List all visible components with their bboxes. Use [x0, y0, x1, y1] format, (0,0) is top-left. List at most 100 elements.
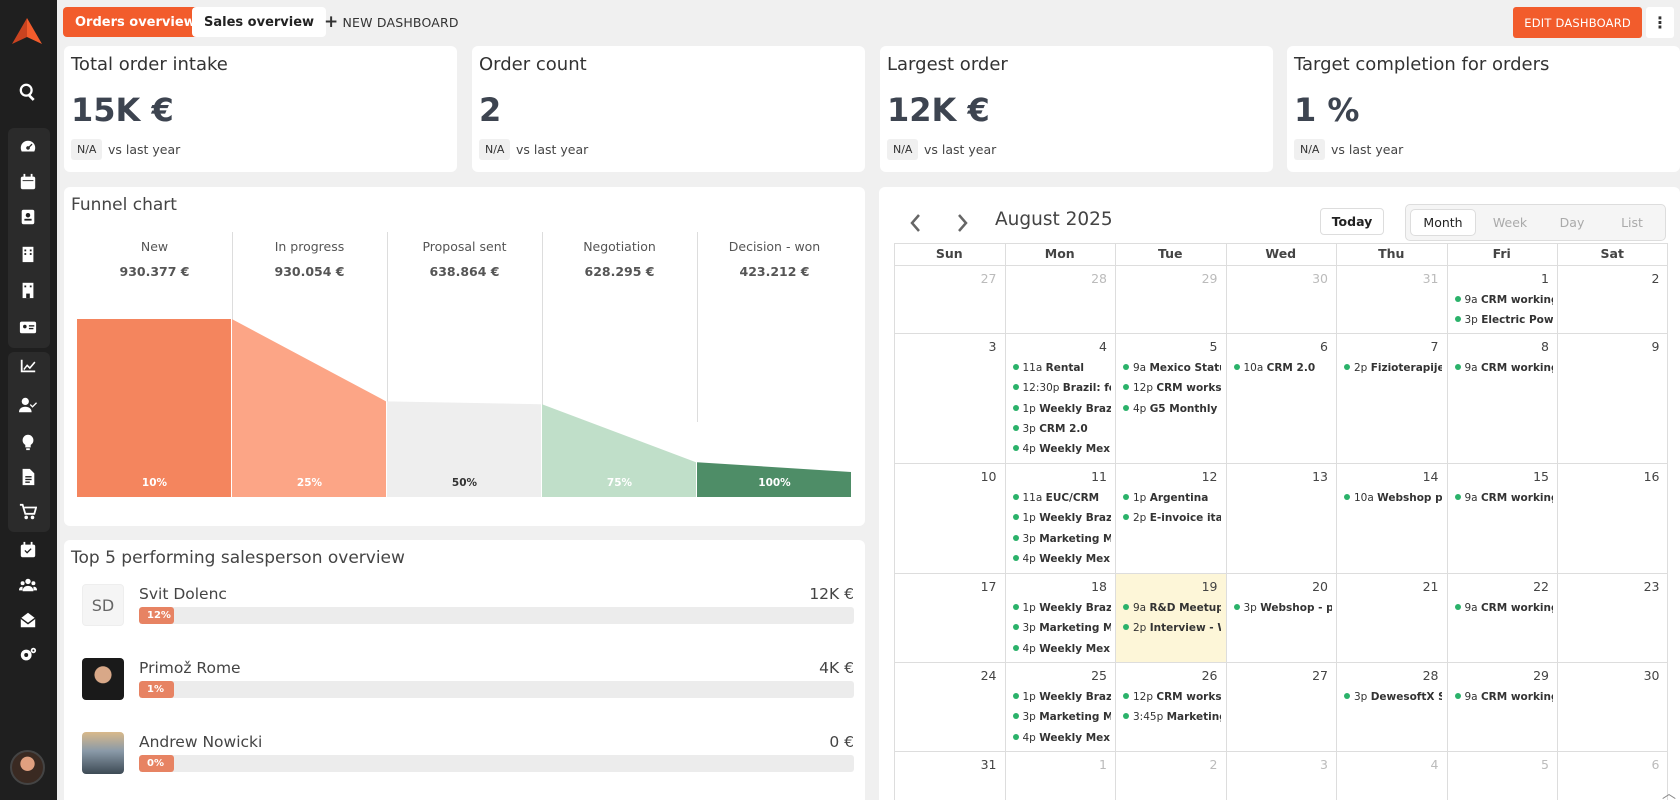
calendar-event[interactable]: 4p Weekly Mexico: [1012, 553, 1111, 565]
calendar-event[interactable]: 9a CRM working f: [1454, 362, 1553, 374]
chart-line-icon[interactable]: [16, 354, 40, 378]
calendar-day-number[interactable]: 8: [1541, 339, 1549, 354]
calendar-day-number[interactable]: 18: [1091, 579, 1107, 594]
calendar-event[interactable]: 12p CRM worksho: [1123, 691, 1221, 703]
user-avatar[interactable]: [10, 750, 45, 785]
calendar-day-number[interactable]: 3: [1320, 757, 1328, 772]
calendar-event[interactable]: 1p Weekly Brazil M: [1012, 512, 1111, 524]
calendar-day-number[interactable]: 15: [1533, 469, 1549, 484]
users-icon[interactable]: [16, 573, 40, 597]
funnel-segment[interactable]: [387, 401, 541, 497]
calendar-check-icon[interactable]: [16, 538, 40, 562]
app-logo[interactable]: [12, 18, 42, 44]
calendar-event[interactable]: 1p Weekly Brazil M: [1012, 602, 1111, 614]
calendar-day-number[interactable]: 25: [1091, 668, 1107, 683]
calendar-event[interactable]: 11a EUC/CRM: [1012, 492, 1111, 504]
calendar-day-number[interactable]: 27: [1312, 668, 1328, 683]
calendar-event[interactable]: 3p Marketing Mee: [1012, 711, 1111, 723]
view-day-button[interactable]: Day: [1559, 215, 1585, 230]
calendar-day-number[interactable]: 4: [1099, 339, 1107, 354]
funnel-segment[interactable]: [232, 319, 386, 497]
calendar-day-number[interactable]: 23: [1643, 579, 1660, 594]
calendar-event[interactable]: 4p G5 Monthly: [1123, 403, 1221, 415]
calendar-day-number[interactable]: 21: [1422, 579, 1439, 594]
calendar-day-number[interactable]: 29: [1533, 668, 1549, 683]
calendar-day-number[interactable]: 14: [1422, 469, 1439, 484]
view-list-button[interactable]: List: [1621, 215, 1643, 230]
calendar-event[interactable]: 4p Weekly Mexico: [1012, 643, 1111, 655]
calendar-event[interactable]: 1p Argentina: [1123, 492, 1221, 504]
calendar-day-number[interactable]: 26: [1201, 668, 1218, 683]
calendar-event[interactable]: 10a CRM 2.0: [1233, 362, 1332, 374]
funnel-segment[interactable]: [542, 404, 696, 497]
chevron-left-icon[interactable]: [909, 213, 923, 238]
today-button[interactable]: Today: [1320, 208, 1384, 235]
calendar-day-number[interactable]: 27: [980, 271, 997, 286]
calendar-event[interactable]: 10a Webshop prot: [1344, 492, 1442, 504]
calendar-day-number[interactable]: 30: [1312, 271, 1328, 286]
calendar-day-number[interactable]: 12: [1201, 469, 1218, 484]
view-month-button[interactable]: Month: [1410, 209, 1476, 236]
view-week-button[interactable]: Week: [1492, 215, 1528, 230]
calendar-event[interactable]: 9a CRM working f: [1454, 691, 1553, 703]
calendar-event[interactable]: 9a Mexico Status: [1123, 362, 1221, 374]
calendar-day-number[interactable]: 3: [988, 339, 997, 354]
building-icon[interactable]: [16, 278, 40, 302]
mail-open-icon[interactable]: [16, 608, 40, 632]
calendar-event[interactable]: 3p Webshop - pro: [1233, 602, 1332, 614]
dashboard-icon[interactable]: [16, 135, 40, 159]
calendar-day-number[interactable]: 31: [1422, 271, 1439, 286]
calendar-day-number[interactable]: 1: [1541, 271, 1549, 286]
calendar-event[interactable]: 4p Weekly Mexico: [1012, 443, 1111, 455]
calendar-day-number[interactable]: 17: [980, 579, 997, 594]
calendar-event[interactable]: 9a CRM working f: [1454, 602, 1553, 614]
calendar-day-number[interactable]: 6: [1651, 757, 1660, 772]
calendar-day-number[interactable]: 7: [1430, 339, 1439, 354]
calendar-day-number[interactable]: 19: [1201, 579, 1218, 594]
calendar-event[interactable]: 9a CRM working f: [1454, 492, 1553, 504]
calendar-day-number[interactable]: 2: [1209, 757, 1218, 772]
calendar-day-number[interactable]: 5: [1209, 339, 1218, 354]
calendar-event[interactable]: 3p Electric Power: [1454, 314, 1553, 326]
calendar-event[interactable]: 3:45p Marketing M: [1123, 711, 1221, 723]
scroll-up-icon[interactable]: ︿: [1662, 786, 1676, 800]
calendar-event[interactable]: 2p Interview - We: [1123, 622, 1221, 634]
more-options-icon[interactable]: ⋮: [1646, 7, 1674, 38]
calendar-event[interactable]: 12:30p Brazil: foll: [1012, 382, 1111, 394]
calendar-event[interactable]: 3p CRM 2.0: [1012, 423, 1111, 435]
lightbulb-icon[interactable]: [16, 430, 40, 454]
calendar-day-number[interactable]: 29: [1201, 271, 1218, 286]
calendar-event[interactable]: 4p Weekly Mexico: [1012, 732, 1111, 744]
document-icon[interactable]: [16, 465, 40, 489]
calendar-day-number[interactable]: 4: [1430, 757, 1439, 772]
calendar-event[interactable]: 3p Marketing Mee: [1012, 533, 1111, 545]
calendar-day-number[interactable]: 28: [1091, 271, 1107, 286]
calendar-day-number[interactable]: 10: [980, 469, 997, 484]
search-icon[interactable]: [16, 80, 40, 104]
company-icon[interactable]: [16, 242, 40, 266]
calendar-day-number[interactable]: 9: [1651, 339, 1660, 354]
user-check-icon[interactable]: [16, 393, 40, 417]
calendar-event[interactable]: 1p Weekly Brazil M: [1012, 691, 1111, 703]
calendar-day-number[interactable]: 22: [1533, 579, 1549, 594]
calendar-day-number[interactable]: 30: [1643, 668, 1660, 683]
calendar-day-number[interactable]: 13: [1312, 469, 1328, 484]
calendar-day-number[interactable]: 28: [1422, 668, 1439, 683]
tab-sales-overview[interactable]: Sales overview: [192, 7, 327, 37]
calendar-icon[interactable]: [16, 170, 40, 194]
calendar-event[interactable]: 12p CRM worksho: [1123, 382, 1221, 394]
calendar-event[interactable]: 3p DewesoftX Sta: [1344, 691, 1442, 703]
calendar-event[interactable]: 2p Fizioterapije: [1344, 362, 1442, 374]
edit-dashboard-button[interactable]: EDIT DASHBOARD: [1513, 7, 1642, 38]
contacts-icon[interactable]: [16, 205, 40, 229]
funnel-segment[interactable]: [697, 462, 851, 497]
tab-orders-overview[interactable]: Orders overview: [63, 7, 208, 37]
calendar-day-number[interactable]: 31: [980, 757, 997, 772]
funnel-segment[interactable]: [77, 319, 231, 497]
calendar-event[interactable]: 2p E-invoice italy: [1123, 512, 1221, 524]
calendar-event[interactable]: 1p Weekly Brazil M: [1012, 403, 1111, 415]
new-dashboard-button[interactable]: + NEW DASHBOARD: [324, 7, 459, 37]
calendar-day-number[interactable]: 16: [1643, 469, 1660, 484]
calendar-day-number[interactable]: 6: [1320, 339, 1328, 354]
calendar-day-number[interactable]: 1: [1099, 757, 1107, 772]
